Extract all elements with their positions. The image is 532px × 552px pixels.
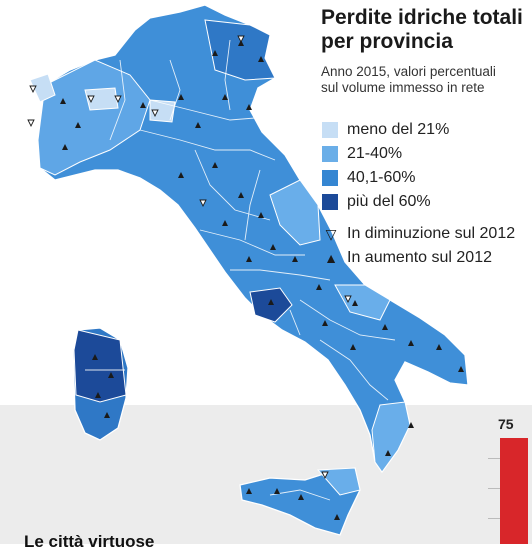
title-line-1: Perdite idriche totali — [321, 6, 523, 29]
map-subtitle: Anno 2015, valori percentuali sul volume… — [321, 64, 496, 96]
triangle-up-icon — [258, 212, 264, 218]
triangle-up-icon — [222, 94, 228, 100]
triangle-up-icon — [246, 104, 252, 110]
bar-gridline — [488, 488, 500, 489]
triangle-up-filled-icon: ▲ — [324, 250, 338, 266]
triangle-up-icon — [408, 340, 414, 346]
triangle-up-icon — [322, 320, 328, 326]
triangle-up-icon — [75, 122, 81, 128]
bar-gridline — [488, 458, 500, 459]
triangle-up-icon — [382, 324, 388, 330]
triangle-up-icon — [385, 450, 391, 456]
red-bar — [500, 438, 528, 544]
bottom-caption: Le città virtuose — [24, 532, 155, 551]
sardinia-north-dark — [73, 329, 127, 403]
sicily — [239, 467, 361, 536]
triangle-down-outline-icon: ▽ — [325, 225, 337, 242]
legend-item: ▲ In aumento sul 2012 — [322, 246, 515, 270]
province-boundaries — [85, 39, 396, 501]
triangle-up-icon — [212, 50, 218, 56]
triangle-up-icon — [268, 299, 274, 305]
triangle-down-icon — [321, 471, 329, 480]
triangle-down-icon — [29, 85, 37, 94]
legend-label: meno del 21% — [347, 121, 450, 138]
triangle-up-icon — [352, 300, 358, 306]
map-title: Perdite idriche totali per provincia — [321, 6, 523, 54]
legend-label: 40,1-60% — [347, 169, 416, 186]
triangle-up-icon — [316, 284, 322, 290]
triangle-up-icon — [334, 514, 340, 520]
legend-item: 40,1-60% — [322, 166, 515, 190]
trend-markers — [60, 40, 464, 520]
subtitle-line-1: Anno 2015, valori percentuali — [321, 64, 496, 79]
triangle-up-icon — [212, 162, 218, 168]
triangle-down-icon — [237, 35, 245, 44]
legend-label: In aumento sul 2012 — [347, 249, 492, 266]
triangle-up-icon — [178, 94, 184, 100]
region-northeast — [204, 19, 276, 81]
triangle-up-icon — [92, 354, 98, 360]
triangle-up-icon — [222, 220, 228, 226]
triangle-down-icon — [151, 109, 159, 118]
triangle-up-icon — [140, 102, 146, 108]
legend-swatch — [322, 170, 338, 186]
legend-swatch — [322, 194, 338, 210]
triangle-down-icon — [114, 95, 122, 104]
triangle-down-icon — [199, 199, 207, 208]
title-line-2: per provincia — [321, 30, 453, 53]
triangle-up-icon — [178, 172, 184, 178]
triangle-up-icon — [270, 244, 276, 250]
triangle-up-icon — [108, 372, 114, 378]
legend-label: 21-40% — [347, 145, 403, 162]
triangle-up-icon — [458, 366, 464, 372]
trend-markers-down — [27, 35, 352, 480]
triangle-up-icon — [104, 412, 110, 418]
region-cremona — [149, 99, 176, 123]
triangle-up-icon — [60, 98, 66, 104]
region-adriatic-light — [269, 179, 321, 246]
triangle-up-icon — [436, 344, 442, 350]
region-aosta — [29, 73, 56, 103]
bottom-band — [0, 405, 532, 544]
triangle-up-icon — [246, 256, 252, 262]
subtitle-line-2: sul volume immesso in rete — [321, 80, 485, 95]
triangle-up-icon — [246, 488, 252, 494]
legend-item: ▽ In diminuzione sul 2012 — [322, 222, 516, 246]
sicily-east-light — [316, 467, 361, 496]
legend-label: In diminuzione sul 2012 — [347, 225, 516, 242]
triangle-down-icon — [344, 295, 352, 304]
triangle-up-icon — [292, 256, 298, 262]
legend-label: più del 60% — [347, 193, 431, 210]
region-calabria — [371, 401, 411, 473]
triangle-down-icon — [87, 95, 95, 104]
legend-item: meno del 21% — [322, 118, 515, 142]
triangle-up-icon — [350, 344, 356, 350]
triangle-up-icon — [95, 392, 101, 398]
bar-gridline — [488, 518, 500, 519]
legend-item: 21-40% — [322, 142, 515, 166]
region-milan — [84, 87, 119, 111]
legend-item: più del 60% — [322, 190, 515, 214]
region-puglia — [334, 284, 391, 321]
triangle-up-icon — [62, 144, 68, 150]
triangle-up-icon — [408, 422, 414, 428]
triangle-down-icon — [27, 119, 35, 128]
legend: meno del 21% 21-40% 40,1-60% più del 60%… — [322, 118, 515, 270]
legend-swatch — [322, 146, 338, 162]
legend-swatch — [322, 122, 338, 138]
bar-value-label: 75 — [498, 416, 514, 432]
triangle-up-icon — [298, 494, 304, 500]
triangle-up-icon — [258, 56, 264, 62]
triangle-up-icon — [195, 122, 201, 128]
triangle-up-icon — [238, 192, 244, 198]
triangle-up-icon — [274, 488, 280, 494]
